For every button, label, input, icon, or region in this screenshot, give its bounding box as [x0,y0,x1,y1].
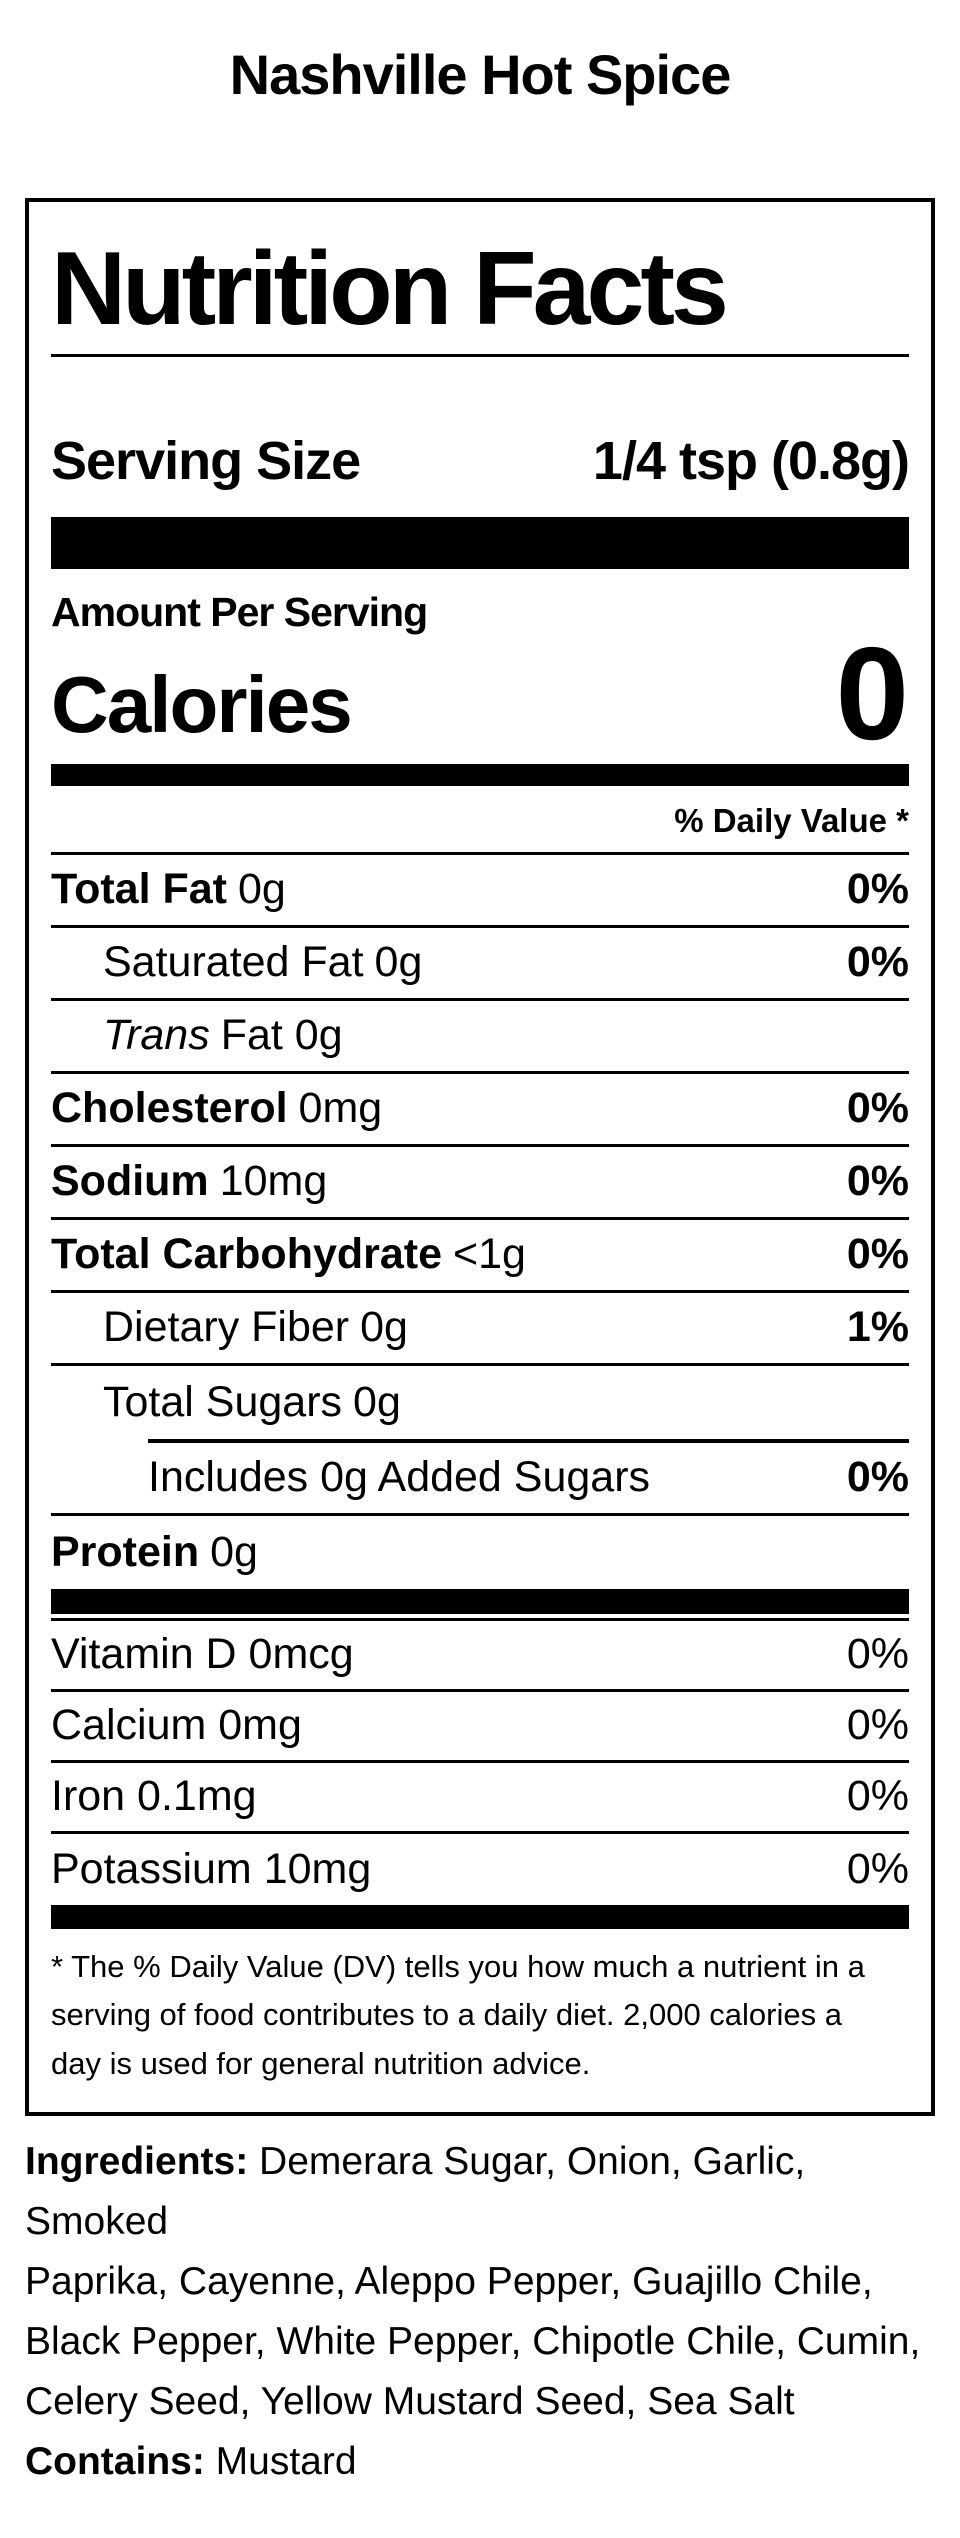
calories-value: 0 [835,619,909,767]
ingredients-line: Demerara Sugar, Onion, Garlic, Smoked [25,2140,806,2244]
indented-separator-line [148,1439,909,1444]
vitamin-daily-value: 0% [846,1701,909,1750]
calories-row: Calories 0 [51,619,909,767]
nutrient-name: Total Fat [51,865,227,914]
nutrient-name: Total Carbohydrate [51,1230,443,1279]
footnote-line: * The % Daily Value (DV) tells you how m… [51,1949,865,1985]
nutrient-name: Trans [103,1011,210,1060]
vitamin-row-iron: Iron 0.1mg 0% [51,1763,909,1835]
nutrient-row-protein: Protein 0g [51,1516,909,1589]
footnote-line: serving of food contributes to a daily d… [51,1997,842,2033]
ingredients-line: Black Pepper, White Pepper, Chipotle Chi… [25,2320,921,2364]
nutrient-name: Total Sugars [103,1377,343,1426]
product-title: Nashville Hot Spice [229,43,732,106]
nutrient-row-total-sugars: Total Sugars 0g [51,1366,909,1439]
amount-per-serving-label: Amount Per Serving [51,589,428,636]
nutrient-name: Cholesterol [51,1084,288,1133]
nutrition-facts-panel: Nutrition Facts Serving Size 1/4 tsp (0.… [25,197,935,2117]
nutrient-daily-value: 0% [846,1084,909,1133]
calories-label: Calories [51,659,353,749]
nutrient-daily-value: 1% [846,1303,909,1352]
serving-size-label: Serving Size [51,430,361,491]
vitamin-name: Potassium 10mg [51,1844,372,1893]
ingredients-line: Celery Seed, Yellow Mustard Seed, Sea Sa… [25,2380,795,2424]
nutrition-facts-heading: Nutrition Facts [51,230,729,347]
nutrient-amount: 0g [360,1303,408,1352]
ingredients-label: Ingredients: [25,2140,249,2184]
vitamin-daily-value: 0% [846,1844,909,1893]
daily-value-footnote: * The % Daily Value (DV) tells you how m… [51,1943,909,2088]
nutrient-name: Saturated Fat [103,938,364,987]
serving-size-value: 1/4 tsp (0.8g) [592,430,910,491]
nutrient-amount: 0g [374,938,423,987]
vitamin-name: Vitamin D 0mcg [51,1630,354,1679]
nutrient-amount: <1g [453,1230,526,1279]
nutrient-row-sodium: Sodium 10mg 0% [51,1147,909,1221]
thick-separator-bar [51,764,909,787]
ingredients-paragraph: Ingredients: Demerara Sugar, Onion, Garl… [25,2132,935,2432]
vitamin-row-calcium: Calcium 0mg 0% [51,1692,909,1764]
thick-separator-bar [51,517,909,570]
vitamin-daily-value: 0% [846,1630,909,1679]
nutrient-name: Includes 0g Added Sugars [148,1453,651,1502]
nutrient-row-added-sugars: Includes 0g Added Sugars 0% [51,1443,909,1517]
nutrient-daily-value: 0% [846,1453,909,1502]
nutrient-name: Dietary Fiber [103,1303,350,1352]
daily-value-header: % Daily Value * [51,802,909,856]
nutrient-name: Protein [51,1527,200,1576]
nutrient-daily-value: 0% [846,865,909,914]
nutrient-row-cholesterol: Cholesterol 0mg 0% [51,1074,909,1148]
nutrient-name: Sodium [51,1157,209,1206]
nutrient-daily-value: 0% [846,938,909,987]
thin-separator-line [51,1618,909,1622]
nutrient-amount: 10mg [219,1157,328,1206]
vitamin-name: Iron 0.1mg [51,1772,257,1821]
nutrient-amount: Fat 0g [220,1011,343,1060]
vitamin-daily-value: 0% [846,1772,909,1821]
footnote-line: day is used for general nutrition advice… [51,2045,591,2081]
contains-value: Mustard [215,2440,357,2484]
nutrient-daily-value: 0% [846,1157,909,1206]
nutrient-row-dietary-fiber: Dietary Fiber 0g 1% [51,1293,909,1367]
nutrient-amount: 0g [353,1377,401,1426]
vitamin-name: Calcium 0mg [51,1701,302,1750]
nutrient-amount: 0g [237,865,286,914]
contains-label: Contains: [25,2440,205,2484]
nutrient-amount: 0mg [298,1084,383,1133]
ingredients-line: Paprika, Cayenne, Aleppo Pepper, Guajill… [25,2260,873,2304]
vitamin-row-vitamin-d: Vitamin D 0mcg 0% [51,1621,909,1693]
nutrient-daily-value: 0% [846,1230,909,1279]
serving-size-row: Serving Size 1/4 tsp (0.8g) [51,429,910,494]
nutrient-row-total-fat: Total Fat 0g 0% [51,855,909,929]
nutrient-row-trans-fat: Trans Fat 0g [51,1001,909,1075]
heading-divider [51,353,909,357]
vitamin-row-potassium: Potassium 10mg 0% [51,1834,909,1905]
contains-statement: Contains: Mustard [25,2432,935,2492]
thick-separator-bar [51,1905,909,1930]
nutrient-amount: 0g [210,1527,258,1576]
thick-separator-bar [51,1589,909,1615]
nutrient-row-saturated-fat: Saturated Fat 0g 0% [51,928,909,1002]
nutrient-row-total-carbohydrate: Total Carbohydrate <1g 0% [51,1220,909,1294]
